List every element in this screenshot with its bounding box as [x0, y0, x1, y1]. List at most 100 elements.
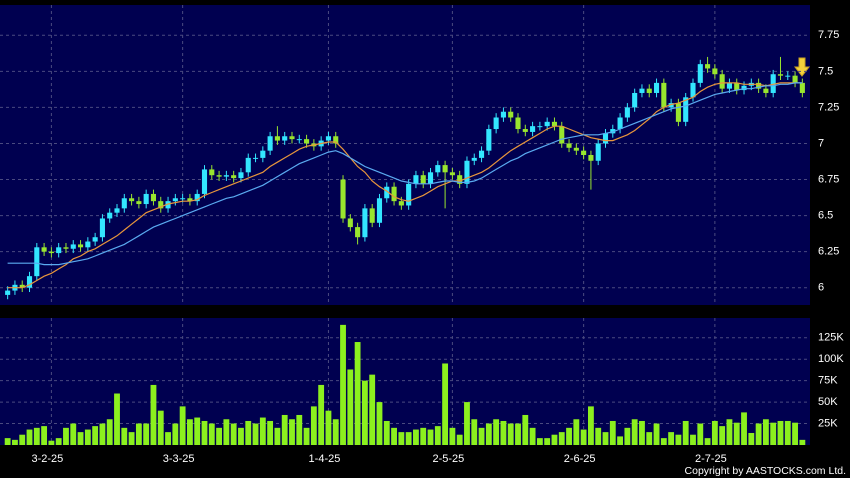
volume-bar [792, 422, 798, 445]
volume-bar [646, 432, 653, 445]
volume-bar [588, 406, 594, 445]
candle-body [282, 136, 288, 141]
candle-body [719, 74, 725, 89]
volume-bar [114, 393, 120, 445]
volume-bar [595, 427, 602, 445]
volume-bar [551, 434, 558, 445]
volume-bar [187, 419, 193, 445]
volume-bar [485, 423, 492, 445]
candle-body [5, 290, 11, 295]
candle-body [304, 139, 310, 144]
candle-body [653, 82, 660, 93]
volume-bar [558, 432, 565, 445]
volume-bar [770, 422, 777, 445]
candle-body [785, 75, 791, 77]
volume-bar [544, 438, 551, 445]
candle-body [479, 150, 485, 158]
volume-bar [449, 427, 456, 445]
y-tick-label: 6.75 [818, 173, 839, 185]
volume-bar [405, 432, 412, 445]
volume-bar [318, 384, 325, 445]
volume-bar [230, 423, 237, 445]
volume-bar [413, 429, 419, 445]
candle-body [551, 121, 558, 127]
candle-body [172, 198, 178, 202]
candle-body [522, 129, 528, 132]
candle-body [165, 201, 171, 209]
candle-body [180, 198, 186, 200]
candle-body [391, 186, 397, 202]
candle-body [187, 198, 193, 202]
volume-bar [143, 423, 150, 445]
candle-body [632, 92, 638, 108]
candle-body [406, 183, 412, 206]
candle-body [683, 97, 689, 122]
candle-body [777, 74, 784, 76]
y-tick-label: 6 [818, 282, 824, 294]
volume-bar [777, 420, 784, 445]
volume-bar [456, 434, 463, 445]
candle-body [56, 247, 62, 254]
candle-body [150, 193, 157, 202]
volume-bar [128, 432, 135, 445]
candle-body [741, 85, 747, 91]
candle-body [355, 227, 361, 238]
volume-bar [41, 426, 48, 445]
volume-bar [99, 423, 106, 445]
volume-bar [19, 434, 26, 445]
y-tick-label: 6.5 [818, 209, 833, 221]
y-tick-label: 7.5 [818, 65, 833, 77]
volume-bar [697, 423, 704, 445]
candle-body [610, 129, 616, 134]
candle-body [48, 251, 54, 254]
candle-body [114, 208, 120, 213]
candle-body [435, 165, 441, 173]
candle-body [726, 82, 732, 89]
candle-body [537, 126, 543, 128]
candle-body [595, 143, 601, 161]
moving-average-line [7, 82, 803, 266]
volume-bar [515, 423, 521, 445]
candle-body [325, 136, 331, 141]
x-tick-label: 1-4-25 [309, 453, 341, 465]
volume-bar [325, 410, 332, 445]
candle-body [566, 143, 572, 148]
candle-body [544, 121, 550, 127]
volume-bar [624, 427, 631, 445]
candle-body [252, 157, 259, 159]
candle-body [668, 103, 674, 108]
candle-body [799, 82, 805, 93]
volume-bar [493, 419, 500, 445]
volume-bar [281, 414, 288, 445]
candle-body [763, 88, 769, 93]
volume-bar [748, 432, 755, 445]
x-tick-label: 2-6-25 [564, 453, 596, 465]
candle-body [289, 136, 295, 140]
volume-bar [165, 432, 171, 445]
volume-bar [48, 440, 55, 445]
candle-body [661, 82, 667, 108]
volume-bar [201, 420, 208, 445]
candle-body [413, 175, 419, 184]
candle-body [442, 165, 448, 173]
volume-bar [310, 406, 317, 445]
volume-bar [259, 417, 266, 445]
candle-body [107, 212, 113, 219]
volume-bar [361, 380, 368, 445]
volume-bar [4, 438, 11, 445]
candle-body [201, 169, 208, 194]
volume-bar [660, 438, 667, 445]
volume-bar [179, 406, 186, 445]
candle-body [362, 208, 368, 238]
candle-body [333, 136, 339, 144]
candle-body [471, 157, 477, 161]
candle-body [646, 88, 652, 93]
candle-body [602, 133, 609, 144]
volume-bar [106, 419, 113, 445]
volume-bar [63, 427, 69, 445]
candle-body [530, 126, 536, 132]
volume-bar [267, 420, 274, 445]
volume-bar [420, 427, 427, 445]
candle-body [493, 117, 499, 130]
